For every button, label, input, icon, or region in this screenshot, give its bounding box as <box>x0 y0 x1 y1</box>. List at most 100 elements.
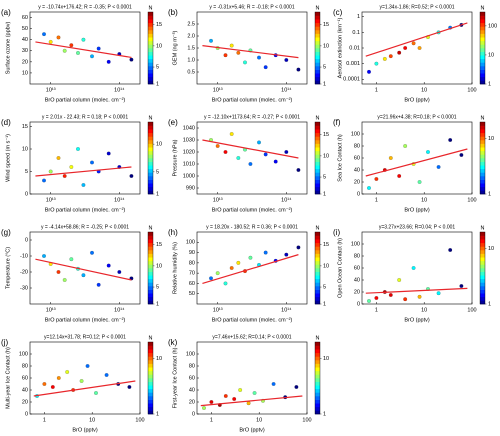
colorbar-step <box>480 161 485 166</box>
point <box>42 382 47 386</box>
point <box>294 385 299 389</box>
colorbar-step <box>480 186 485 191</box>
point <box>296 67 301 72</box>
colorbar-step <box>148 51 153 56</box>
colorbar-step <box>315 246 320 251</box>
point <box>106 263 111 268</box>
panel: (h) y = 18.20x - 180.52; R = 0.36; P < 0.… <box>168 224 329 323</box>
y-tick-label: 20 <box>22 399 28 405</box>
y-tick-label: 0.1 <box>352 30 360 36</box>
x-axis-label: BrO partial column (molec. cm⁻²) <box>45 207 126 213</box>
colorbar-step <box>480 12 485 16</box>
colorbar-tick-label: 10 <box>488 136 494 142</box>
plot-frame <box>196 121 308 195</box>
colorbar-tick-label: 1 <box>323 81 326 87</box>
colorbar-step <box>148 239 153 244</box>
panel: (d) y = 2.01x - 22.43; R = 0.18; P < 0.00… <box>1 114 162 213</box>
colorbar-step <box>148 242 153 247</box>
colorbar-step <box>315 349 320 354</box>
y-tick-label: 40 <box>22 387 28 393</box>
colorbar-label: N <box>481 5 485 11</box>
colorbar-step <box>480 19 485 24</box>
y-axis-label: Wind speed (m s⁻¹) <box>5 134 11 182</box>
colorbar-step <box>315 242 320 247</box>
y-tick-label: 0 <box>192 411 195 417</box>
point <box>48 169 53 174</box>
point <box>209 38 213 43</box>
colorbar-step <box>480 168 485 173</box>
y-tick-label: 0 <box>25 237 28 243</box>
plot-frame <box>196 11 308 85</box>
colorbar-tick-label: 15 <box>156 22 162 28</box>
colorbar-step <box>480 40 485 45</box>
colorbar-label: N <box>149 5 153 11</box>
colorbar-label: N <box>316 335 320 341</box>
colorbar-step <box>148 48 153 52</box>
colorbar-step <box>315 12 320 16</box>
y-tick-label: 0.01 <box>349 45 360 51</box>
x-axis-label: BrO partial column (molec. cm⁻²) <box>45 97 126 103</box>
point <box>50 385 55 389</box>
fit-line <box>365 287 468 294</box>
fit-line <box>202 254 299 285</box>
fit-line <box>200 395 303 407</box>
colorbar-step <box>148 154 153 159</box>
colorbar-step <box>480 242 485 247</box>
point <box>238 388 243 392</box>
point <box>397 174 402 178</box>
colorbar-step <box>480 147 485 152</box>
point <box>284 58 289 62</box>
colorbar-step <box>315 278 320 283</box>
y-tick-label: 20 <box>189 399 195 405</box>
colorbar-step <box>315 33 320 38</box>
colorbar-step <box>315 410 320 415</box>
point <box>436 291 441 296</box>
colorbar-tick-label: 10 <box>156 43 162 49</box>
y-tick-label: 100 <box>19 351 28 357</box>
colorbar-step <box>148 399 153 404</box>
x-tick-label: 10¹³ <box>213 307 223 313</box>
y-tick-label: 1 <box>357 14 360 20</box>
colorbar-step <box>148 22 153 27</box>
colorbar-step <box>315 172 320 177</box>
colorbar-step <box>148 381 153 386</box>
plot-frame <box>29 121 141 195</box>
x-axis-label: BrO partial column (molec. cm⁻²) <box>212 207 293 213</box>
point <box>374 61 379 66</box>
colorbar-step <box>480 286 485 290</box>
colorbar-tick-label: 1 <box>323 301 326 307</box>
colorbar-step <box>148 235 153 240</box>
point <box>62 174 67 178</box>
x-tick-label: 10¹⁴ <box>281 306 292 313</box>
colorbar-step <box>148 62 153 67</box>
point <box>263 152 268 157</box>
colorbar-tick-label: 5 <box>323 65 326 71</box>
y-axis-label: GEM (ng m⁻³) <box>172 30 178 65</box>
colorbar-step <box>148 140 153 144</box>
colorbar-step <box>148 410 153 415</box>
point <box>229 43 234 48</box>
panel-label: (c) <box>333 8 343 17</box>
y-tick-label: 100 <box>351 241 360 247</box>
point <box>367 299 371 303</box>
colorbar-step <box>148 260 153 265</box>
colorbar-step <box>480 22 485 27</box>
colorbar-step <box>148 264 153 269</box>
colorbar-tick-label: 1 <box>323 191 326 197</box>
colorbar-frame <box>147 231 154 305</box>
y-tick-label: 80 <box>354 253 360 259</box>
point <box>65 370 70 374</box>
y-tick-label: 1.5 <box>187 45 195 51</box>
point <box>448 248 453 252</box>
y-tick-label: 10 <box>22 146 28 152</box>
colorbar-tick-label: 15 <box>323 242 329 248</box>
plot-frame <box>29 341 141 415</box>
y-tick-label: 90 <box>189 250 195 256</box>
point <box>81 183 86 187</box>
y-tick-label: 80 <box>22 363 28 369</box>
point <box>448 138 453 142</box>
colorbar-step <box>315 250 320 254</box>
x-tick-label: 10¹⁴ <box>281 86 292 93</box>
colorbar-label: N <box>481 225 485 231</box>
